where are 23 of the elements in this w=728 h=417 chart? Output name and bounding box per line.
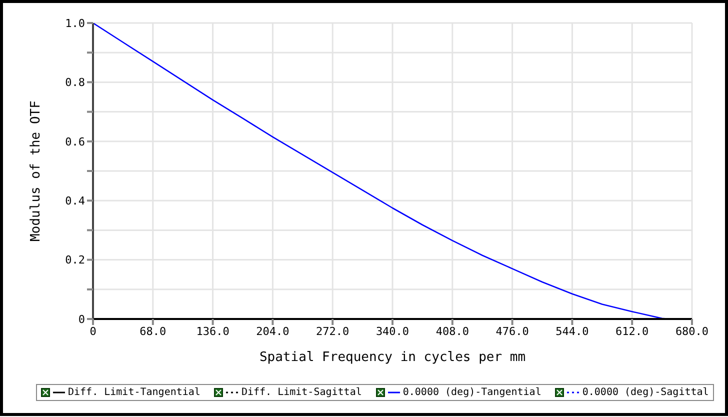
- y-tick-label: 0.8: [65, 76, 85, 90]
- x-tick-label: 408.0: [436, 324, 469, 338]
- y-axis-title: Modulus of the OTF: [28, 100, 44, 242]
- x-tick-label: 204.0: [256, 324, 290, 338]
- y-tick-label: 0.4: [65, 194, 86, 208]
- legend-label: 0.0000 (deg)-Sagittal: [582, 387, 709, 398]
- legend-label: 0.0000 (deg)-Tangential: [402, 387, 542, 398]
- x-tick-label: 476.0: [496, 324, 529, 338]
- x-tick-label: 612.0: [616, 324, 649, 338]
- x-axis-title: Spatial Frequency in cycles per mm: [259, 350, 526, 365]
- x-tick-label: 680.0: [675, 324, 709, 338]
- x-tick-label: 544.0: [556, 324, 589, 338]
- x-tick-label: 272.0: [316, 324, 350, 338]
- legend-label: Diff. Limit-Tangential: [68, 387, 200, 398]
- y-tick-label: 0: [78, 312, 85, 326]
- x-tick-label: 68.0: [140, 324, 166, 338]
- legend-label: Diff. Limit-Sagittal: [241, 387, 362, 398]
- x-tick-label: 136.0: [196, 324, 230, 338]
- y-tick-label: 1.0: [65, 16, 85, 30]
- y-tick-label: 0.6: [65, 135, 85, 148]
- x-tick-label: 340.0: [376, 324, 410, 338]
- y-tick-label: 0.2: [65, 254, 85, 267]
- x-tick-label: 0: [90, 324, 96, 338]
